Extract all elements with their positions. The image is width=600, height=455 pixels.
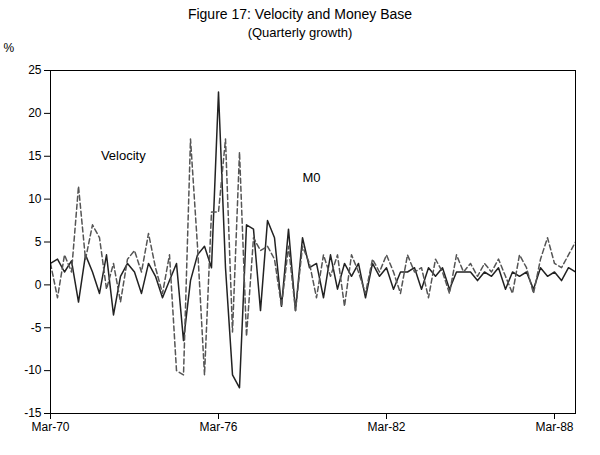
- svg-text:Mar-88: Mar-88: [535, 420, 573, 434]
- svg-text:Mar-82: Mar-82: [367, 420, 405, 434]
- svg-text:0: 0: [35, 278, 42, 292]
- svg-text:M0: M0: [303, 170, 321, 185]
- svg-text:15: 15: [28, 149, 42, 163]
- html-text:(Quarterly growth): (Quarterly growth): [247, 25, 353, 40]
- svg-text:-10: -10: [24, 363, 42, 377]
- svg-text:Mar-76: Mar-76: [199, 420, 237, 434]
- svg-text:-15: -15: [24, 406, 42, 420]
- html-text:Figure 17: Velocity and Money: Figure 17: Velocity and Money Base: [187, 6, 413, 22]
- svg-text:10: 10: [28, 192, 42, 206]
- svg-text:Mar-70: Mar-70: [31, 420, 69, 434]
- svg-text:-5: -5: [31, 321, 42, 335]
- svg-text:%: %: [4, 41, 15, 55]
- svg-text:5: 5: [35, 235, 42, 249]
- svg-text:20: 20: [28, 106, 42, 120]
- svg-text:Velocity: Velocity: [101, 148, 146, 163]
- svg-text:25: 25: [28, 63, 42, 77]
